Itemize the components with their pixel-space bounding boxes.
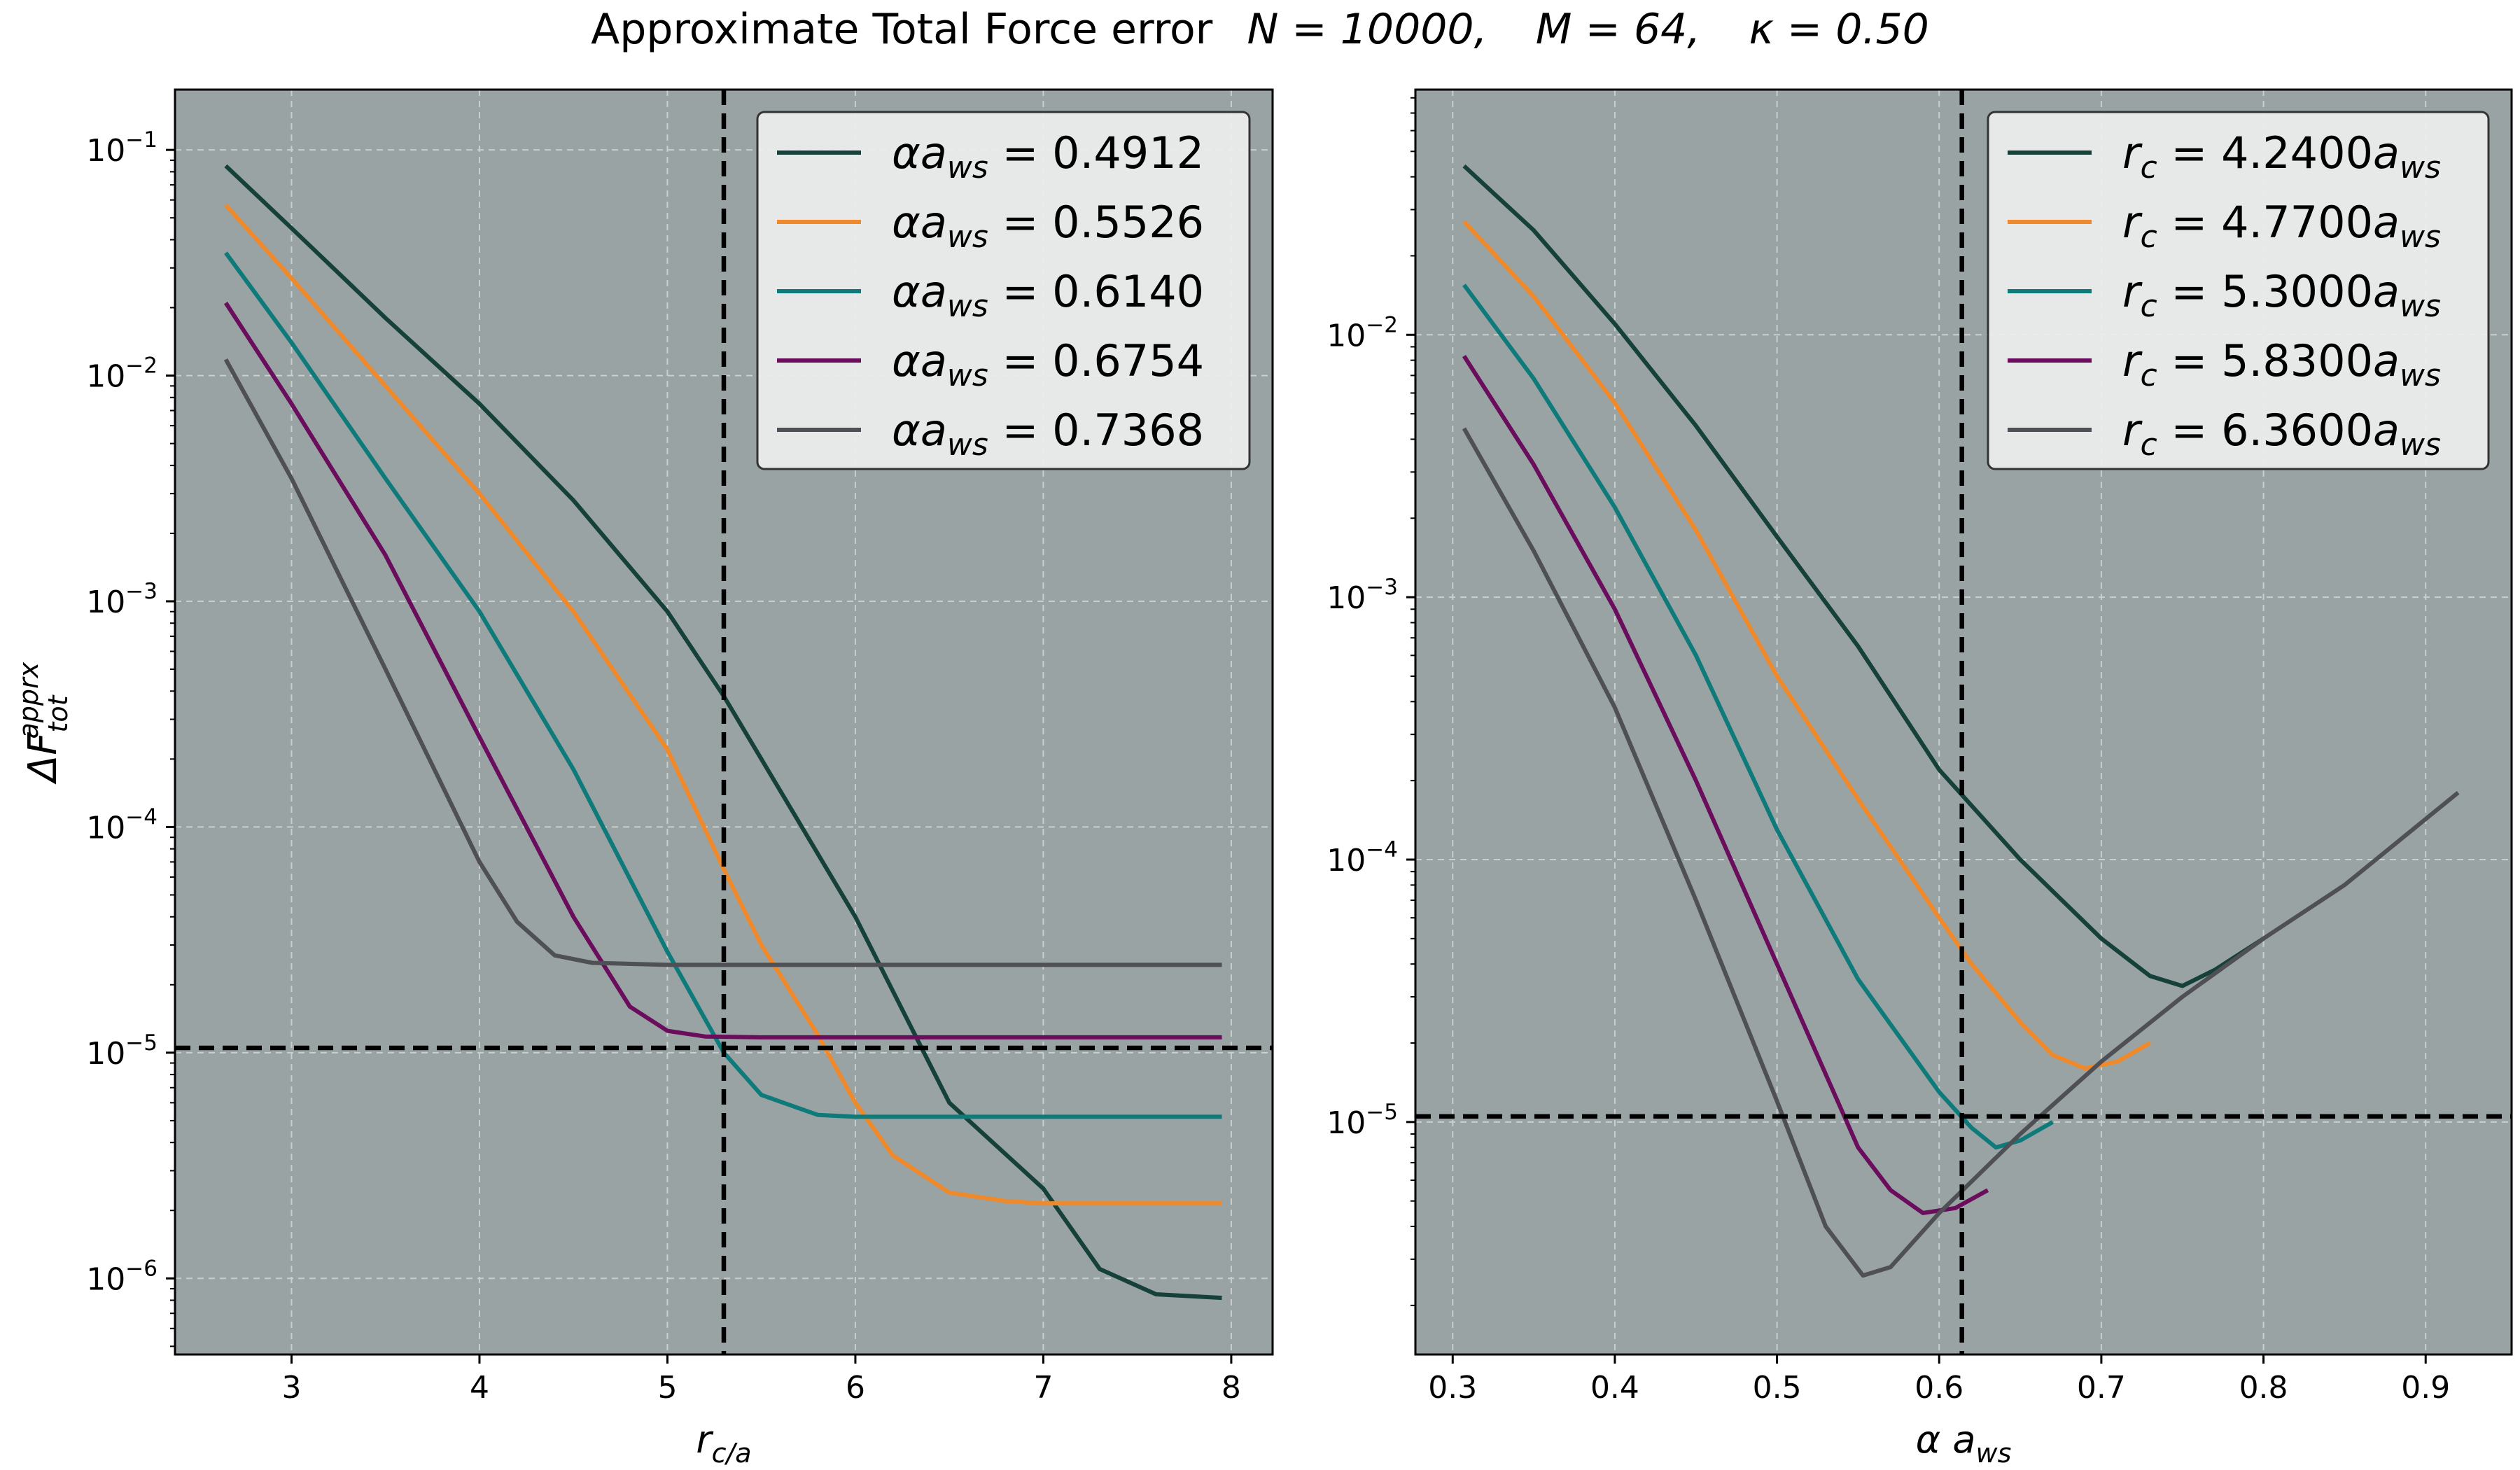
grid — [1415, 90, 2512, 1354]
legend-entry: αaws = 0.6140 — [892, 266, 1204, 324]
legend-entry: rc = 4.2400aws — [2122, 127, 2441, 186]
plot-frame — [1414, 88, 2513, 1356]
x-tick-label: 0.6 — [1914, 1370, 1963, 1406]
legend-box — [1987, 111, 2490, 470]
y-tick-label: 10−2 — [1326, 312, 1398, 354]
legend-entry: αaws = 0.7368 — [892, 405, 1204, 463]
legend: αaws = 0.4912 αaws = 0.5526 αaws = 0.6140 α… — [756, 111, 1251, 470]
y-tick-label: 10−2 — [86, 354, 158, 395]
series-line-2 — [1462, 220, 2151, 1071]
legend: rc = 4.2400aws rc = 4.7700aws rc = 5.3000a… — [1987, 111, 2490, 470]
title-m: M = 64, — [1536, 5, 1701, 54]
title-prefix: Approximate Total Force error — [591, 5, 1213, 54]
y-tick-label: 10−4 — [86, 804, 158, 846]
y-tick-label: 10−5 — [1326, 1100, 1398, 1141]
x-axis-label: α aws — [1916, 1418, 2012, 1469]
x-axis-label: rc/a — [696, 1418, 751, 1469]
series-line-1 — [224, 164, 1222, 1301]
x-tick-label: 0.4 — [1590, 1370, 1639, 1406]
plot-frame — [174, 88, 1274, 1356]
x-tick-label: 5 — [657, 1370, 677, 1406]
y-tick-label: 10−3 — [1326, 575, 1398, 616]
y-tick-label: 10−6 — [86, 1256, 158, 1297]
series-line-1 — [1462, 164, 2265, 988]
series-line-4 — [223, 302, 1222, 1040]
title-n: N = 10000, — [1247, 5, 1487, 54]
legend-entry: rc = 6.3600aws — [2122, 405, 2441, 463]
y-tick-label: 10−3 — [86, 579, 158, 620]
legend-entry: rc = 5.3000aws — [2122, 266, 2441, 324]
x-tick-label: 0.8 — [2239, 1370, 2288, 1406]
series-line-5 — [1462, 427, 2460, 1278]
x-tick-label: 8 — [1222, 1370, 1241, 1406]
legend-entry: αaws = 0.4912 — [892, 127, 1204, 186]
legend-box — [756, 111, 1251, 470]
legend-entry: rc = 5.8300aws — [2122, 335, 2441, 393]
right-panel: 0.3 0.4 0.5 0.6 0.7 0.8 0.9 10−5 10−4 10−3 10−2 α a… — [1326, 88, 2513, 1469]
x-tick-label: 0.7 — [2077, 1370, 2126, 1406]
left-panel: 3 4 5 6 7 8 10−6 10−5 10−4 10−3 10−2 10−1 rc/a ΔFtota… — [13, 88, 1274, 1469]
legend-entry: αaws = 0.6754 — [892, 335, 1204, 393]
x-tick-label: 0.5 — [1753, 1370, 1802, 1406]
x-tick-label: 3 — [281, 1370, 301, 1406]
series-line-5 — [223, 358, 1222, 967]
x-tick-label: 7 — [1033, 1370, 1053, 1406]
legend-entry: αaws = 0.5526 — [892, 197, 1204, 255]
series-line-3 — [1462, 284, 2054, 1150]
x-tick-label: 6 — [846, 1370, 865, 1406]
figure-title: Approximate Total Force error N = 10000,… — [591, 5, 1929, 54]
y-tick-label: 10−1 — [86, 127, 158, 169]
x-tick-label: 0.3 — [1428, 1370, 1477, 1406]
y-tick-label: 10−4 — [1326, 837, 1398, 878]
legend-entry: rc = 4.7700aws — [2122, 197, 2441, 255]
x-tick-label: 0.9 — [2401, 1370, 2450, 1406]
title-kappa: κ = 0.50 — [1749, 5, 1928, 54]
x-tick-label: 4 — [470, 1370, 489, 1406]
y-axis-label: ΔFtotapprx — [13, 662, 74, 785]
y-tick-label: 10−5 — [86, 1030, 158, 1072]
series-line-2 — [224, 203, 1222, 1206]
